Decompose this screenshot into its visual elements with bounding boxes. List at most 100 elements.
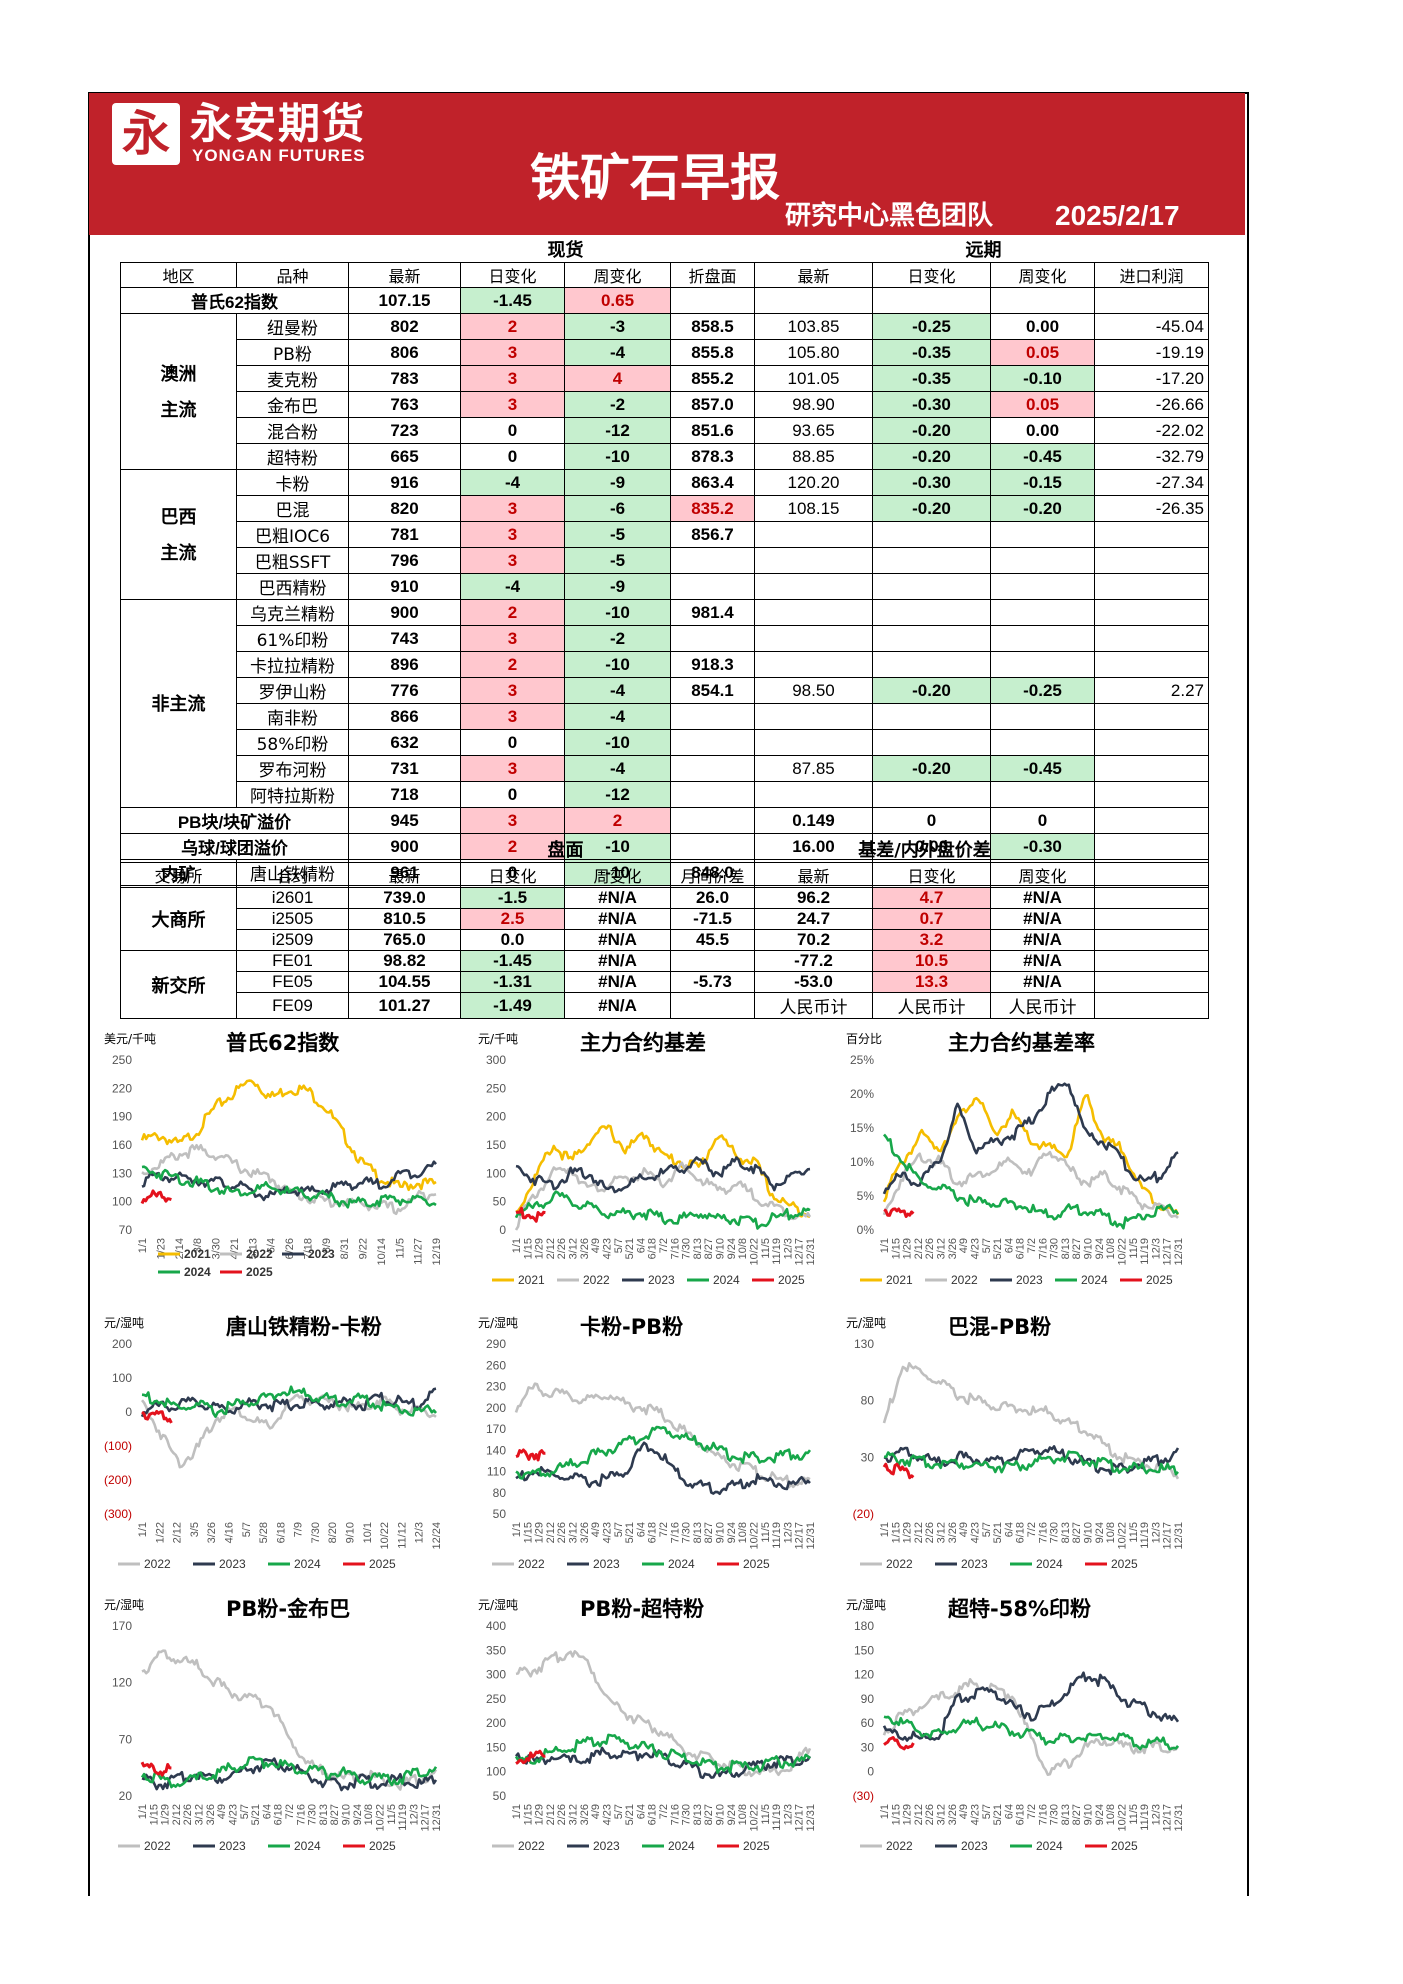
forward-week: -0.25 xyxy=(990,677,1095,704)
day-change: 3 xyxy=(460,677,565,704)
contract-code: FE01 xyxy=(236,950,349,972)
week-change: -6 xyxy=(564,495,671,522)
x-tick-label: 1/1 xyxy=(879,1522,891,1537)
forward-latest xyxy=(754,781,873,808)
x-tick-label: 12/17 xyxy=(1162,1522,1174,1550)
product-name: 阿特拉斯粉 xyxy=(236,781,349,808)
forward-latest xyxy=(754,521,873,548)
blank xyxy=(349,236,461,263)
week-change: -5 xyxy=(564,521,671,548)
x-tick-label: 1/15 xyxy=(890,1238,902,1259)
import-profit: -19.19 xyxy=(1094,339,1209,366)
basis-latest: -77.2 xyxy=(754,950,873,972)
series-line-2024 xyxy=(140,1755,438,1789)
y-tick-label: 30 xyxy=(861,1740,875,1754)
premium-row: PB块/块矿溢价 945 3 2 0.149 0 0 xyxy=(120,807,1209,834)
y-tick-label: 290 xyxy=(486,1337,506,1351)
x-tick-label: 11/19 xyxy=(1139,1804,1151,1831)
x-tick-label: 5/21 xyxy=(250,1804,262,1825)
chart-panel: 巴混-PB粉 元/湿吨 130 80 30 (20) 1/1 1/15 1/29 2/12 2/26… xyxy=(838,1314,1188,1584)
day-change: -1.49 xyxy=(460,992,565,1019)
table-row: 罗伊山粉 776 3 -4 854.1 98.50 -0.20 -0.25 2.27 xyxy=(121,677,1209,704)
week-change: 4 xyxy=(564,365,671,392)
x-tick-label: 8/13 xyxy=(318,1804,330,1825)
region-label: 澳洲 xyxy=(160,363,197,384)
x-tick-label: 12/31 xyxy=(1173,1522,1185,1550)
forward-day xyxy=(872,729,991,756)
series-line-2024 xyxy=(515,1425,812,1480)
chart-unit: 元/湿吨 xyxy=(846,1598,887,1612)
x-tick-label: 12/17 xyxy=(794,1804,806,1832)
x-tick-label: 7/2 xyxy=(1026,1804,1038,1819)
chart-title: 卡粉-PB粉 xyxy=(580,1315,684,1339)
x-tick-label: 6/4 xyxy=(266,1238,278,1253)
month-spread xyxy=(670,950,755,972)
blank xyxy=(349,836,461,863)
chart-panel: PB粉-金布巴 元/湿吨 170 120 70 20 1/1 1/15 1/29 2/12 2/26… xyxy=(96,1596,446,1866)
forward-day: 0.00 xyxy=(872,833,991,860)
x-tick-label: 3/12 xyxy=(936,1804,948,1825)
y-tick-label: 80 xyxy=(493,1486,507,1500)
forward-week xyxy=(990,729,1095,756)
latest-price: 916 xyxy=(348,469,461,496)
basis-latest: 24.7 xyxy=(754,908,873,930)
day-change: -4 xyxy=(460,469,565,496)
product-name: 巴粗SSFT xyxy=(236,547,349,574)
x-tick-label: 8/27 xyxy=(1071,1804,1083,1825)
series-line-2023 xyxy=(515,1441,811,1495)
y-tick-label: 15% xyxy=(850,1121,874,1135)
week-change: #N/A xyxy=(564,887,671,909)
x-tick-label: 1/29 xyxy=(160,1804,172,1825)
month-spread: -5.73 xyxy=(670,971,755,993)
region-label: 非主流 xyxy=(151,693,206,714)
brand-logo: 永 xyxy=(112,103,180,165)
y-tick-label: (20) xyxy=(853,1507,874,1521)
section-basis: 基差/内外盘价差 xyxy=(858,840,991,861)
latest-price: 900 xyxy=(348,833,461,860)
y-tick-label: 170 xyxy=(486,1422,506,1436)
x-tick-label: 7/16 xyxy=(669,1804,681,1825)
x-tick-label: 5/7 xyxy=(613,1238,625,1253)
latest-price: 783 xyxy=(348,365,461,392)
forward-day: -0.20 xyxy=(872,677,991,704)
import-profit: -26.35 xyxy=(1094,495,1209,522)
x-tick-label: 9/10 xyxy=(341,1804,353,1825)
day-change: -1.5 xyxy=(460,887,565,909)
x-tick-label: 3/26 xyxy=(579,1804,591,1825)
import-profit xyxy=(1094,573,1209,600)
forward-latest xyxy=(754,599,873,626)
x-tick-label: 3/12 xyxy=(568,1522,580,1543)
x-tick-label: 12/31 xyxy=(805,1238,817,1266)
x-tick-label: 10/22 xyxy=(1116,1522,1128,1550)
product-name: 南非粉 xyxy=(236,703,349,730)
x-tick-label: 1/29 xyxy=(902,1238,914,1259)
contract-code: FE05 xyxy=(236,971,349,993)
x-tick-label: 3/30 xyxy=(211,1238,223,1259)
x-tick-label: 3/12 xyxy=(568,1238,580,1259)
x-tick-label: 6/18 xyxy=(273,1804,285,1825)
forward-latest: 98.50 xyxy=(754,677,873,704)
x-tick-label: 5/7 xyxy=(613,1804,625,1819)
x-tick-label: 3/12 xyxy=(936,1522,948,1543)
y-tick-label: 260 xyxy=(486,1358,506,1372)
basis-latest: -53.0 xyxy=(754,971,873,993)
x-tick-label: 4/9 xyxy=(958,1804,970,1819)
x-tick-label: 12/17 xyxy=(1162,1238,1174,1266)
x-tick-label: 10/22 xyxy=(748,1522,760,1550)
x-tick-label: 1/15 xyxy=(522,1238,534,1259)
basis-day: 0.7 xyxy=(872,908,991,930)
x-tick-label: 8/27 xyxy=(1071,1522,1083,1543)
page-subtitle: 研究中心黑色团队 xyxy=(785,201,994,231)
y-tick-label: 230 xyxy=(486,1380,506,1394)
x-tick-label: 5/28 xyxy=(258,1522,270,1543)
forward-week xyxy=(990,521,1095,548)
x-tick-label: 10/8 xyxy=(363,1804,375,1825)
blank xyxy=(1094,862,1209,888)
column-header: 交易所 xyxy=(120,862,237,888)
x-tick-label: 10/8 xyxy=(1105,1804,1117,1825)
chart-title: PB粉-金布巴 xyxy=(226,1597,351,1621)
x-tick-label: 11/19 xyxy=(1139,1238,1151,1265)
forward-week: 0.05 xyxy=(990,391,1095,418)
week-change: -9 xyxy=(564,469,671,496)
legend-label: 2023 xyxy=(961,1839,988,1853)
